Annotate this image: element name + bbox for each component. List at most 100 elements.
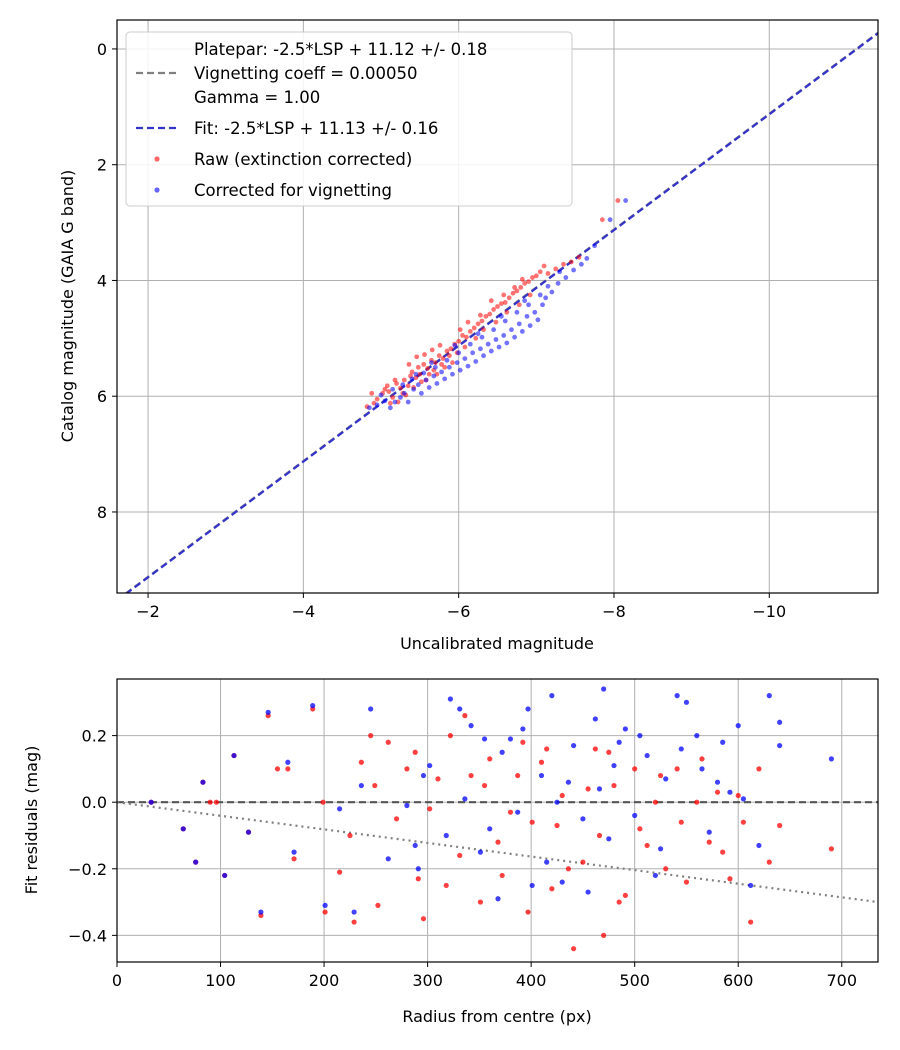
data-point bbox=[193, 859, 199, 865]
data-point bbox=[488, 348, 494, 354]
data-point bbox=[756, 842, 762, 849]
data-point bbox=[616, 899, 622, 905]
bottom-y-axis-label: Fit residuals (mag) bbox=[22, 746, 41, 895]
data-point bbox=[351, 909, 357, 915]
data-point bbox=[509, 327, 514, 333]
data-point bbox=[491, 306, 497, 312]
data-point bbox=[446, 353, 452, 359]
data-point bbox=[599, 217, 605, 223]
data-point bbox=[504, 309, 510, 315]
data-point bbox=[421, 361, 427, 367]
data-point bbox=[565, 866, 572, 872]
data-point bbox=[485, 341, 491, 347]
data-point bbox=[446, 364, 452, 370]
data-point bbox=[510, 290, 516, 296]
data-point bbox=[392, 377, 398, 383]
data-point bbox=[683, 879, 690, 885]
data-point bbox=[415, 876, 421, 882]
data-point bbox=[530, 275, 535, 280]
data-point bbox=[420, 916, 427, 922]
data-point bbox=[499, 872, 505, 879]
data-point bbox=[526, 279, 531, 285]
data-point bbox=[663, 866, 669, 872]
data-point bbox=[607, 217, 613, 223]
data-point bbox=[555, 280, 561, 286]
data-point bbox=[735, 723, 741, 729]
data-point bbox=[706, 839, 712, 845]
data-point bbox=[401, 390, 407, 396]
data-point bbox=[400, 382, 406, 388]
data-point bbox=[540, 302, 545, 308]
data-point bbox=[481, 353, 486, 359]
data-point bbox=[507, 809, 514, 815]
data-point bbox=[514, 309, 520, 315]
bottom-ticks: 0 100 200 300 400 500 600 700 0.2 0.0 −0.2 −0.4 bbox=[68, 727, 857, 990]
data-point bbox=[213, 799, 219, 805]
data-point bbox=[358, 782, 364, 789]
data-point bbox=[529, 819, 535, 825]
data-point bbox=[409, 369, 415, 375]
data-point bbox=[828, 846, 835, 852]
data-point bbox=[748, 919, 754, 925]
data-point bbox=[538, 759, 545, 765]
data-point bbox=[611, 762, 617, 769]
data-point bbox=[727, 876, 733, 882]
data-point bbox=[652, 872, 658, 879]
y-tick-label: −0.2 bbox=[68, 860, 107, 879]
data-point bbox=[413, 371, 419, 377]
bottom-grid bbox=[116, 679, 878, 962]
y-tick-label: −0.4 bbox=[68, 926, 107, 945]
legend-label: Raw (extinction corrected) bbox=[194, 150, 412, 169]
data-point bbox=[429, 360, 434, 366]
data-point bbox=[491, 327, 497, 333]
data-point bbox=[498, 301, 504, 307]
x-tick-label: 500 bbox=[619, 971, 650, 990]
data-point bbox=[386, 389, 392, 394]
data-point bbox=[557, 269, 563, 275]
data-point bbox=[483, 313, 489, 319]
data-point bbox=[412, 749, 418, 755]
data-point bbox=[443, 882, 449, 889]
data-point bbox=[777, 719, 783, 725]
data-point bbox=[549, 886, 555, 892]
data-point bbox=[347, 832, 353, 839]
data-point bbox=[434, 381, 440, 386]
data-point bbox=[520, 726, 526, 732]
data-point bbox=[559, 879, 565, 885]
data-point bbox=[532, 309, 538, 315]
data-point bbox=[439, 369, 444, 375]
data-point bbox=[310, 703, 316, 709]
data-point bbox=[457, 327, 463, 333]
data-point bbox=[245, 829, 252, 835]
data-point bbox=[537, 292, 543, 298]
data-point bbox=[436, 353, 442, 359]
data-point bbox=[740, 819, 747, 825]
data-point bbox=[478, 312, 483, 318]
data-point bbox=[525, 706, 531, 712]
data-point bbox=[512, 285, 517, 290]
legend-label: Fit: -2.5*LSP + 11.13 +/- 0.16 bbox=[194, 119, 438, 138]
data-point bbox=[527, 292, 533, 298]
data-point bbox=[499, 749, 505, 755]
data-point bbox=[516, 302, 522, 308]
data-point bbox=[426, 371, 432, 377]
data-point bbox=[606, 836, 612, 842]
data-point bbox=[375, 902, 381, 909]
data-point bbox=[481, 327, 486, 333]
data-point bbox=[699, 756, 705, 762]
data-point bbox=[414, 354, 420, 360]
data-point bbox=[462, 713, 468, 719]
data-point bbox=[735, 792, 741, 799]
data-point bbox=[475, 321, 481, 327]
data-point bbox=[615, 198, 621, 203]
data-point bbox=[512, 334, 517, 340]
y-tick-label: 0 bbox=[97, 40, 107, 59]
data-point bbox=[443, 832, 449, 839]
data-point bbox=[473, 359, 479, 364]
legend-label: Platepar: -2.5*LSP + 11.12 +/- 0.18 bbox=[194, 40, 487, 59]
top-points bbox=[364, 198, 629, 411]
data-point bbox=[637, 826, 643, 832]
data-point bbox=[535, 317, 541, 323]
x-tick-label: −2 bbox=[136, 602, 160, 621]
